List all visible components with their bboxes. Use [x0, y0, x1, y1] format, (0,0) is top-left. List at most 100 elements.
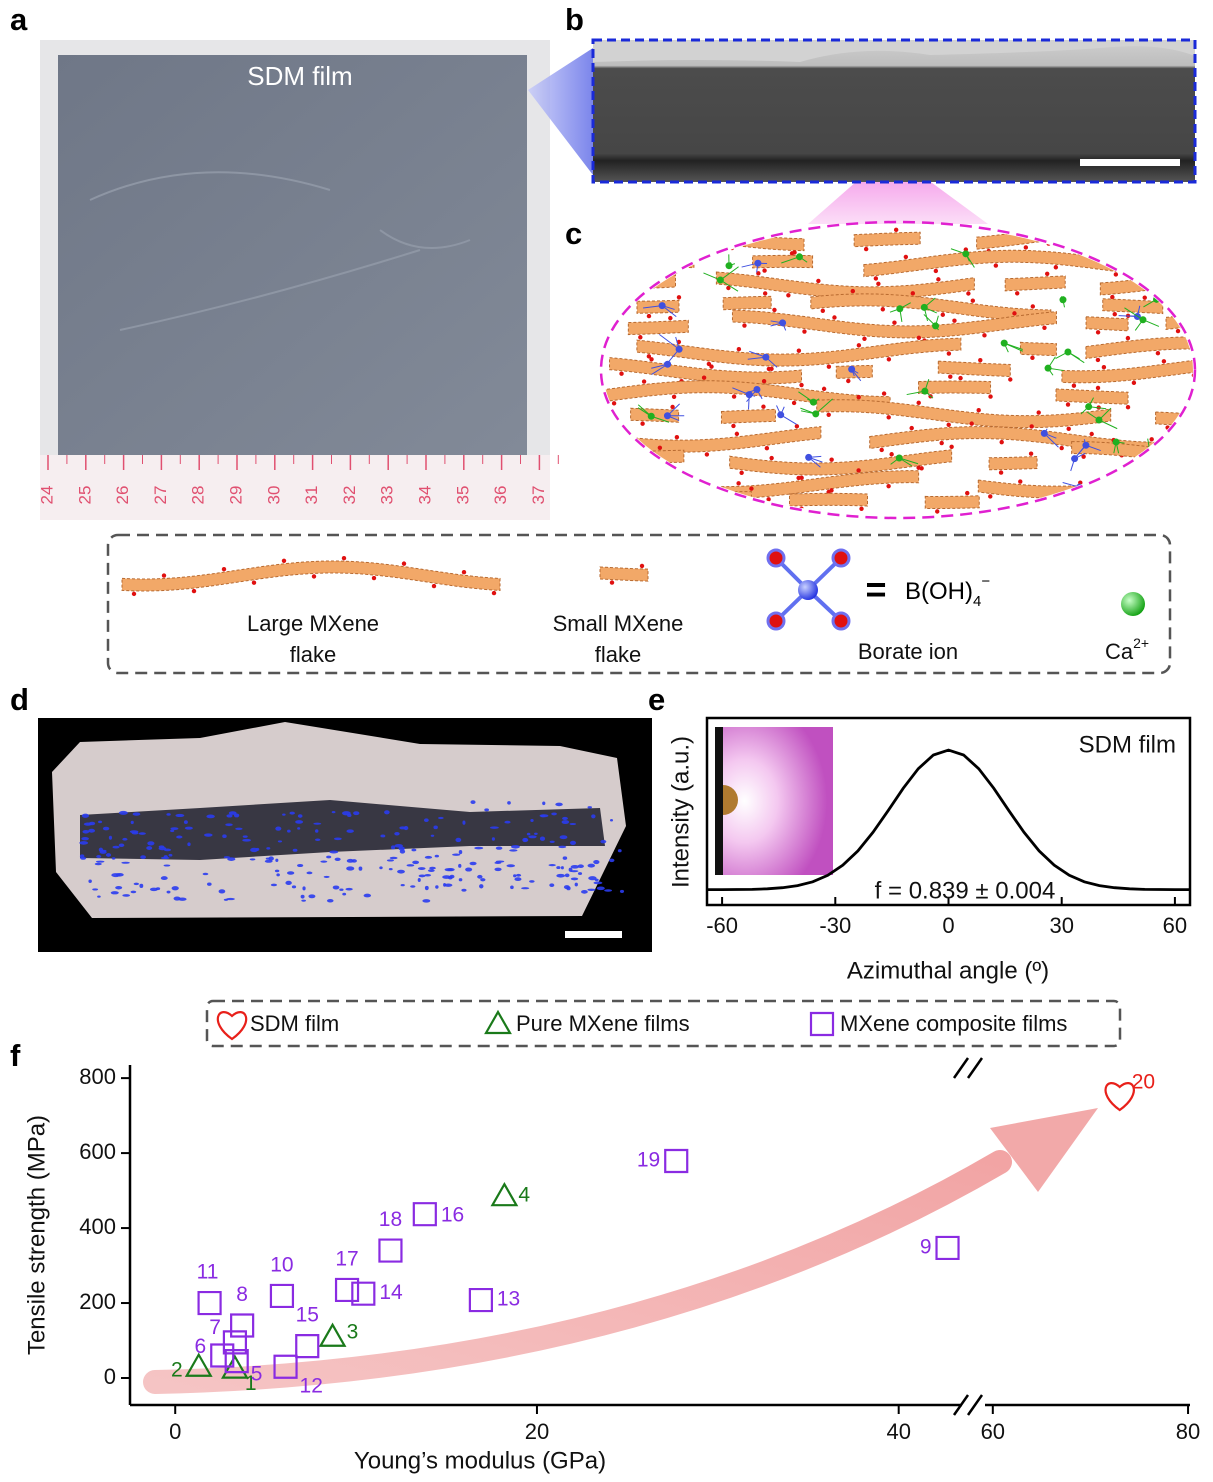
terminal-group [734, 431, 740, 437]
borate-formula: B(OH)4− [905, 573, 990, 610]
flake-dot [379, 866, 383, 870]
terminal-group [756, 271, 761, 276]
terminal-group [1015, 291, 1020, 296]
flake-dot [223, 898, 229, 901]
calcium-ion [725, 262, 733, 270]
point-label: 12 [300, 1374, 323, 1397]
y-axis-label: Intensity (a.u.) [667, 736, 694, 888]
y-tick-label: 0 [104, 1364, 116, 1389]
terminal-group [613, 503, 618, 509]
sem-surface [593, 40, 1195, 62]
mxene-flake [603, 489, 646, 505]
flake-dot [410, 885, 416, 888]
flake-dot [423, 818, 429, 822]
mxene-flake [1085, 316, 1129, 332]
flake-dot [342, 892, 347, 896]
flake-dot [514, 877, 522, 882]
flake-dot [389, 856, 398, 860]
beam-stop [715, 727, 723, 875]
scale-bar [565, 931, 622, 938]
flake-dot [277, 840, 283, 843]
flake-dot [138, 832, 146, 835]
mxene-flake [121, 560, 501, 592]
flake-dot [591, 814, 596, 819]
flake-dot [548, 864, 556, 867]
terminal-group [1161, 359, 1167, 364]
flake-dot [168, 853, 173, 857]
data-point [935, 1235, 960, 1261]
sem-image [593, 40, 1195, 182]
mxene-flake [627, 319, 689, 336]
mxene-flake [863, 249, 1193, 279]
terminal-group [1018, 479, 1023, 484]
crosslink [1078, 487, 1080, 501]
ruler-label: 26 [113, 486, 132, 505]
flake-dot [504, 820, 511, 824]
flake-dot [111, 857, 116, 860]
flake-dot [82, 829, 90, 834]
terminal-group [1065, 402, 1071, 407]
trend-arrow [143, 1150, 1012, 1394]
ruler-label: 37 [529, 486, 548, 505]
terminal-group [1059, 445, 1064, 451]
mxene-flake [636, 299, 680, 314]
terminal-group [879, 447, 884, 453]
beam-stop [723, 785, 738, 815]
flake-dot [568, 867, 573, 872]
formula-sup: − [981, 573, 990, 590]
flake-dot [562, 856, 568, 860]
flake-dot [81, 813, 89, 818]
calcium-ion [962, 250, 970, 258]
point-label: 8 [236, 1283, 248, 1306]
flake-dot [424, 885, 429, 891]
terminal-group [1125, 404, 1131, 410]
flake-dot [430, 834, 435, 837]
terminal-group [627, 464, 633, 470]
oxygen-atom [766, 611, 786, 631]
formula-base: B(OH) [905, 578, 973, 605]
panel-label: a [10, 2, 28, 37]
ruler-label: 24 [37, 486, 56, 505]
terminal-group [1109, 506, 1114, 511]
flake-dot [458, 850, 463, 855]
point-label: 20 [1132, 1071, 1155, 1094]
mxene-flake [627, 252, 695, 269]
terminal-group [731, 394, 737, 399]
calcium-ion [895, 454, 903, 462]
borate-ion [779, 319, 787, 327]
flake-dot [551, 812, 557, 816]
borate-ion [658, 302, 666, 310]
flake-dot [452, 853, 461, 856]
borate-ion [664, 360, 672, 368]
flake-dot [297, 827, 301, 830]
flake-dot [495, 860, 505, 863]
flake-dot [491, 837, 495, 841]
terminal-group [657, 445, 663, 450]
legend-label: SDM film [250, 1011, 339, 1036]
point-label: 5 [251, 1363, 263, 1386]
flake-dot [434, 854, 439, 858]
terminal-group [1173, 278, 1179, 283]
data-point [269, 1283, 295, 1309]
flake-dot [79, 854, 85, 859]
terminal-group [1095, 385, 1101, 391]
terminal-group [1095, 330, 1101, 335]
flake-dot [437, 816, 444, 820]
mxene-flake [715, 271, 975, 300]
mxene-flake [1061, 359, 1193, 384]
flake-dot [510, 885, 514, 890]
data-point [412, 1202, 437, 1227]
flake-dot [110, 891, 119, 895]
mxene-flake [1085, 336, 1193, 360]
formula-sup: 2+ [1133, 635, 1149, 651]
ruler-label: 27 [151, 486, 170, 505]
mxene-flake [634, 426, 822, 453]
terminal-group [670, 404, 675, 410]
terminal-group [1029, 424, 1034, 429]
flake-dot [160, 876, 168, 881]
terminal-group [799, 382, 804, 388]
calcium-ion [921, 387, 929, 395]
terminal-group [816, 278, 821, 284]
terminal-group [669, 238, 675, 243]
ruler-label: 32 [340, 486, 359, 505]
